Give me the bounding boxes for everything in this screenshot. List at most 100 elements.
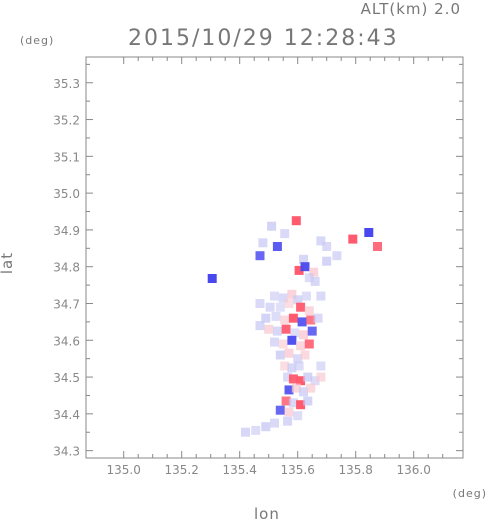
y-tick-label: 34.7 bbox=[53, 297, 80, 311]
heatmap-cell bbox=[313, 313, 323, 323]
x-tick-label: 135.6 bbox=[281, 463, 315, 477]
x-axis-label: lon bbox=[254, 505, 280, 523]
heatmap-cell bbox=[255, 251, 265, 261]
heatmap-cell bbox=[287, 363, 297, 373]
heatmap-cell bbox=[348, 234, 358, 244]
y-tick-label: 35.2 bbox=[53, 114, 80, 128]
y-tick-label: 35.0 bbox=[53, 187, 80, 201]
heatmap-cell bbox=[255, 321, 265, 331]
heatmap-cell bbox=[261, 313, 271, 323]
heatmap-cell bbox=[288, 398, 298, 408]
heatmap-cell bbox=[310, 276, 320, 286]
y-tick-label: 34.6 bbox=[53, 334, 80, 348]
y-tick-label: 35.1 bbox=[53, 150, 80, 164]
heatmap-cell bbox=[304, 339, 314, 349]
heatmap-cell bbox=[296, 400, 306, 410]
y-tick-label: 34.5 bbox=[53, 371, 80, 385]
heatmap-cell bbox=[316, 236, 326, 246]
heatmap-cell bbox=[275, 302, 285, 312]
heatmap-cell bbox=[309, 267, 319, 277]
heatmap-cell bbox=[332, 251, 342, 261]
heatmap-cell bbox=[275, 405, 285, 415]
heatmap-cell bbox=[291, 383, 301, 393]
y-tick-label: 34.8 bbox=[53, 261, 80, 275]
heatmap-cell bbox=[290, 328, 300, 338]
heatmap-cell bbox=[284, 299, 294, 308]
heatmap-cell bbox=[280, 229, 290, 239]
heatmap-cell bbox=[283, 372, 293, 382]
axis-ticks: 135.0 135.2 135.4 135.6 135.8 136.0 34.3 34.4 34… bbox=[53, 57, 463, 477]
x-tick-label: 136.0 bbox=[397, 463, 431, 477]
heatmap-cell bbox=[299, 330, 308, 340]
x-tick-label: 135.8 bbox=[339, 463, 373, 477]
heatmap-cell bbox=[278, 339, 288, 349]
heatmap-cell bbox=[297, 317, 307, 327]
heatmap-cell bbox=[303, 396, 313, 406]
heatmap-cell bbox=[270, 337, 279, 347]
heatmap-cell bbox=[270, 291, 279, 301]
heatmap-cell bbox=[272, 326, 282, 336]
heatmap-cell bbox=[293, 295, 303, 305]
heatmap-cell bbox=[207, 274, 217, 283]
heatmap-cell bbox=[255, 299, 265, 308]
heatmap-cell bbox=[281, 396, 291, 406]
heatmap-cell bbox=[272, 242, 282, 251]
heatmap-cell bbox=[287, 335, 297, 345]
heatmap-cell bbox=[300, 262, 310, 272]
heatmap-cell bbox=[299, 254, 308, 264]
heatmap-cell bbox=[316, 361, 326, 371]
heatmap-cell bbox=[280, 315, 290, 325]
heatmap-cells bbox=[207, 216, 382, 437]
heatmap-cell bbox=[280, 361, 290, 371]
heatmap-cell bbox=[322, 256, 332, 266]
heatmap-cell bbox=[270, 418, 279, 428]
heatmap-cell bbox=[284, 407, 294, 417]
heatmap-cell bbox=[296, 376, 306, 386]
heatmap-cell bbox=[291, 216, 301, 226]
heatmap-cell bbox=[303, 372, 313, 382]
heatmap-cell bbox=[301, 291, 311, 301]
heatmap-cell bbox=[300, 350, 310, 360]
heatmap-cell bbox=[287, 289, 297, 299]
heatmap-cell bbox=[267, 221, 277, 231]
heatmap-cell bbox=[322, 242, 332, 251]
heatmap-cell bbox=[316, 291, 326, 301]
x-tick-label: 135.0 bbox=[107, 463, 141, 477]
heatmap-cell bbox=[296, 302, 306, 312]
y-tick-label: 34.3 bbox=[53, 445, 80, 459]
heatmap-cell bbox=[373, 242, 382, 251]
y-tick-label: 34.4 bbox=[53, 408, 80, 422]
heatmap-cell bbox=[304, 306, 314, 316]
chart-title-timestamp: 2015/10/29 12:28:43 bbox=[128, 26, 399, 51]
x-tick-label: 135.2 bbox=[165, 463, 199, 477]
heatmap-cell bbox=[241, 427, 250, 437]
heatmap-cell bbox=[261, 422, 271, 432]
heatmap-cell bbox=[364, 228, 374, 237]
heatmap-cell bbox=[288, 313, 298, 323]
heatmap-cell bbox=[278, 293, 288, 303]
heatmap-cell bbox=[306, 383, 316, 393]
heatmap-cell bbox=[251, 425, 261, 435]
heatmap-cell bbox=[294, 361, 304, 371]
altitude-label: ALT(km) 2.0 bbox=[360, 0, 461, 18]
heatmap-cell bbox=[316, 372, 326, 382]
heatmap-cell bbox=[281, 324, 291, 334]
heatmap-cell bbox=[306, 315, 316, 325]
x-unit-label: (deg) bbox=[452, 487, 487, 500]
plot-frame bbox=[85, 56, 464, 459]
heatmap-cell bbox=[275, 350, 285, 360]
heatmap-cell bbox=[294, 265, 304, 275]
heatmap-cell bbox=[304, 273, 314, 283]
heatmap-cell bbox=[299, 387, 308, 397]
heatmap-cell bbox=[296, 341, 306, 351]
heatmap-cell bbox=[284, 348, 294, 358]
y-tick-label: 34.9 bbox=[53, 224, 80, 238]
heatmap-cell bbox=[310, 376, 320, 386]
heatmap-cell bbox=[284, 385, 294, 395]
x-tick-label: 135.4 bbox=[223, 463, 257, 477]
heatmap-cell bbox=[264, 324, 274, 334]
heatmap-cell bbox=[288, 374, 298, 384]
heatmap-cell bbox=[283, 416, 293, 426]
heatmap-cell bbox=[265, 302, 275, 312]
